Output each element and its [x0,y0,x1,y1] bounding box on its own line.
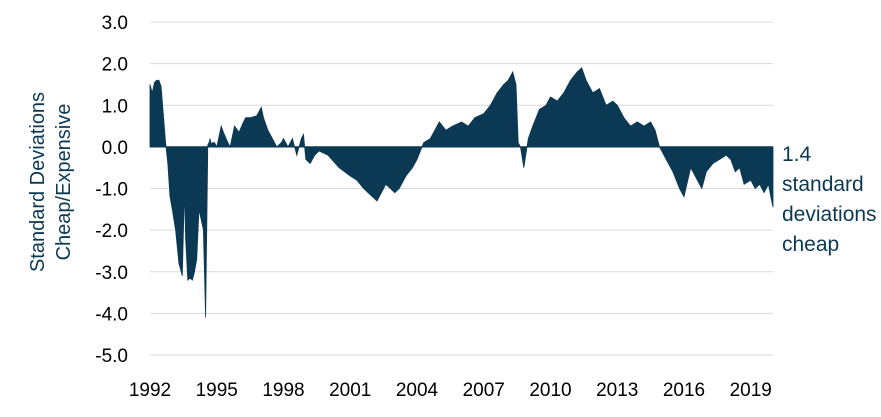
x-tick-label: 2001 [329,380,371,401]
y-tick-label: 1.0 [102,96,128,117]
x-tick-labels: 1992 1995 1998 2001 2004 2007 2010 2013 2016 2019 [129,380,772,401]
y-tick-label: 0.0 [102,138,128,159]
x-tick-label: 2013 [596,380,638,401]
y-tick-label: -4.0 [95,304,128,325]
x-tick-label: 1995 [196,380,238,401]
y-tick-label: -3.0 [95,263,128,284]
y-tick-label: 3.0 [102,13,128,34]
x-tick-label: 1992 [129,380,171,401]
y-tick-label: -5.0 [95,346,128,367]
y-tick-label: -2.0 [95,221,128,242]
x-tick-label: 2019 [730,380,772,401]
x-tick-label: 1998 [262,380,304,401]
y-axis-label-line2: Cheap/Expensive [53,104,75,261]
annotation: 1.4 standard deviations cheap [782,143,877,256]
y-axis-label-line1: Standard Deviations [27,92,49,272]
x-tick-label: 2004 [396,380,439,401]
y-tick-labels: 3.0 2.0 1.0 0.0 -1.0 -2.0 -3.0 -4.0 -5.0 [95,13,128,367]
x-tick-label: 2016 [663,380,705,401]
x-tick-label: 2010 [529,380,571,401]
y-tick-label: 2.0 [102,55,128,76]
y-tick-label: -1.0 [95,180,128,201]
series-area [149,67,774,318]
x-tick-label: 2007 [463,380,505,401]
